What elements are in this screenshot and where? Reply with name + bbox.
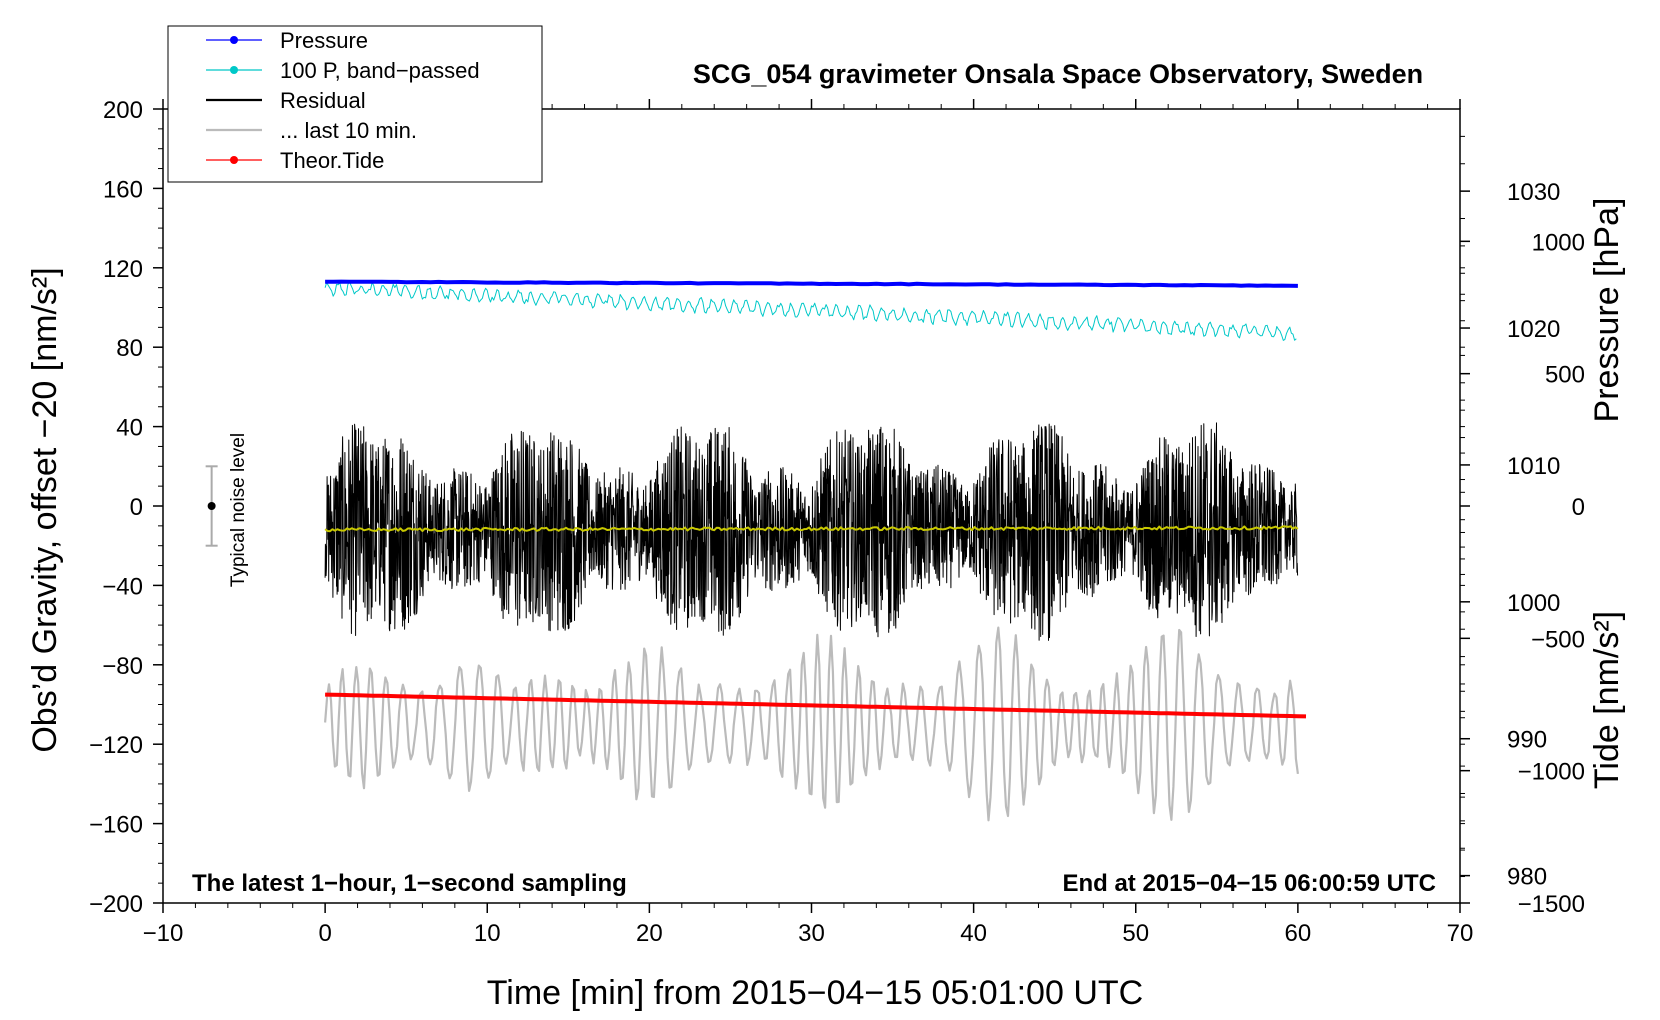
- legend-item-band-passed: 100 P, band−passed: [206, 58, 480, 83]
- x-tick-label: 60: [1285, 920, 1312, 947]
- legend: Pressure 100 P, band−passed Residual ...…: [167, 25, 543, 183]
- x-tick-label: 40: [960, 920, 987, 947]
- legend-marker-pressure: [230, 36, 238, 44]
- noise-indicator: Typical noise level: [205, 433, 249, 587]
- tide-tick-label: −500: [1531, 626, 1585, 653]
- legend-marker-theor-tide: [230, 156, 238, 164]
- pressure-axis-title: Pressure [hPa]: [1588, 198, 1626, 423]
- y-tick-label: −80: [102, 653, 143, 680]
- pressure-tick-label: 1010: [1507, 453, 1560, 480]
- y-tick-label: −200: [89, 891, 143, 918]
- legend-item-pressure: Pressure: [206, 28, 368, 53]
- legend-label-theor-tide: Theor.Tide: [280, 148, 384, 173]
- tide-tick-label: −1500: [1518, 891, 1585, 918]
- tide-axis-title: Tide [nm/s²]: [1588, 611, 1626, 789]
- y-tick-label: 0: [130, 494, 143, 521]
- y-tick-label: −40: [102, 573, 143, 600]
- y-tick-label: 200: [103, 97, 143, 124]
- y-tick-label: −120: [89, 732, 143, 759]
- tide-tick-label: 1000: [1532, 229, 1585, 256]
- legend-label-residual: Residual: [280, 88, 366, 113]
- x-tick-label: 10: [474, 920, 501, 947]
- annotation-bottom-right: End at 2015−04−15 06:00:59 UTC: [1062, 870, 1436, 897]
- noise-dot: [207, 502, 216, 510]
- x-tick-label: 0: [318, 920, 331, 947]
- x-tick-label: 70: [1447, 920, 1474, 947]
- legend-label-last-10-min: ... last 10 min.: [280, 118, 417, 143]
- y-tick-label: −160: [89, 812, 143, 839]
- legend-marker-band-passed: [230, 66, 238, 74]
- series-last-10-min: [324, 626, 1299, 822]
- pressure-tick-label: 990: [1507, 727, 1547, 754]
- x-tick-label: −10: [143, 920, 184, 947]
- series-theor-tide: [325, 692, 1307, 719]
- y-axis-title: Obs’d Gravity, offset −20 [nm/s²]: [26, 267, 64, 752]
- legend-box: [167, 25, 543, 183]
- y-tick-label: 160: [103, 176, 143, 203]
- ticks-layer: −10 0 10 20 30 40 50 60 70−200−160−120−80−400408…: [89, 97, 1585, 947]
- tide-tick-label: 0: [1572, 494, 1585, 521]
- x-tick-label: 50: [1122, 920, 1149, 947]
- x-tick-label: 20: [636, 920, 663, 947]
- pressure-tick-label: 1030: [1507, 179, 1560, 206]
- y-tick-label: 120: [103, 256, 143, 283]
- x-tick-label: 30: [798, 920, 825, 947]
- y-tick-label: 80: [116, 335, 143, 362]
- noise-label: Typical noise level: [228, 433, 249, 587]
- legend-label-band-passed: 100 P, band−passed: [280, 58, 480, 83]
- series-band-passed: [324, 280, 1297, 341]
- legend-item-last-10-min: ... last 10 min.: [206, 118, 417, 143]
- y-tick-label: 40: [116, 415, 143, 442]
- series-residual-smoothed: [324, 525, 1299, 533]
- legend-label-pressure: Pressure: [280, 28, 368, 53]
- pressure-tick-label: 980: [1507, 864, 1547, 891]
- pressure-tick-label: 1000: [1507, 590, 1560, 617]
- chart-title: SCG_054 gravimeter Onsala Space Observat…: [693, 59, 1423, 89]
- legend-item-theor-tide: Theor.Tide: [206, 148, 384, 173]
- annotation-bottom-left: The latest 1−hour, 1−second sampling: [192, 870, 627, 897]
- tide-tick-label: −1000: [1518, 759, 1585, 786]
- series-pressure: [325, 279, 1298, 288]
- series-residual: [324, 422, 1299, 641]
- legend-item-residual: Residual: [206, 88, 366, 113]
- x-axis-title: Time [min] from 2015−04−15 05:01:00 UTC: [487, 974, 1143, 1012]
- tide-tick-label: 500: [1545, 362, 1585, 389]
- series-layer: [324, 279, 1307, 822]
- pressure-tick-label: 1020: [1507, 316, 1560, 343]
